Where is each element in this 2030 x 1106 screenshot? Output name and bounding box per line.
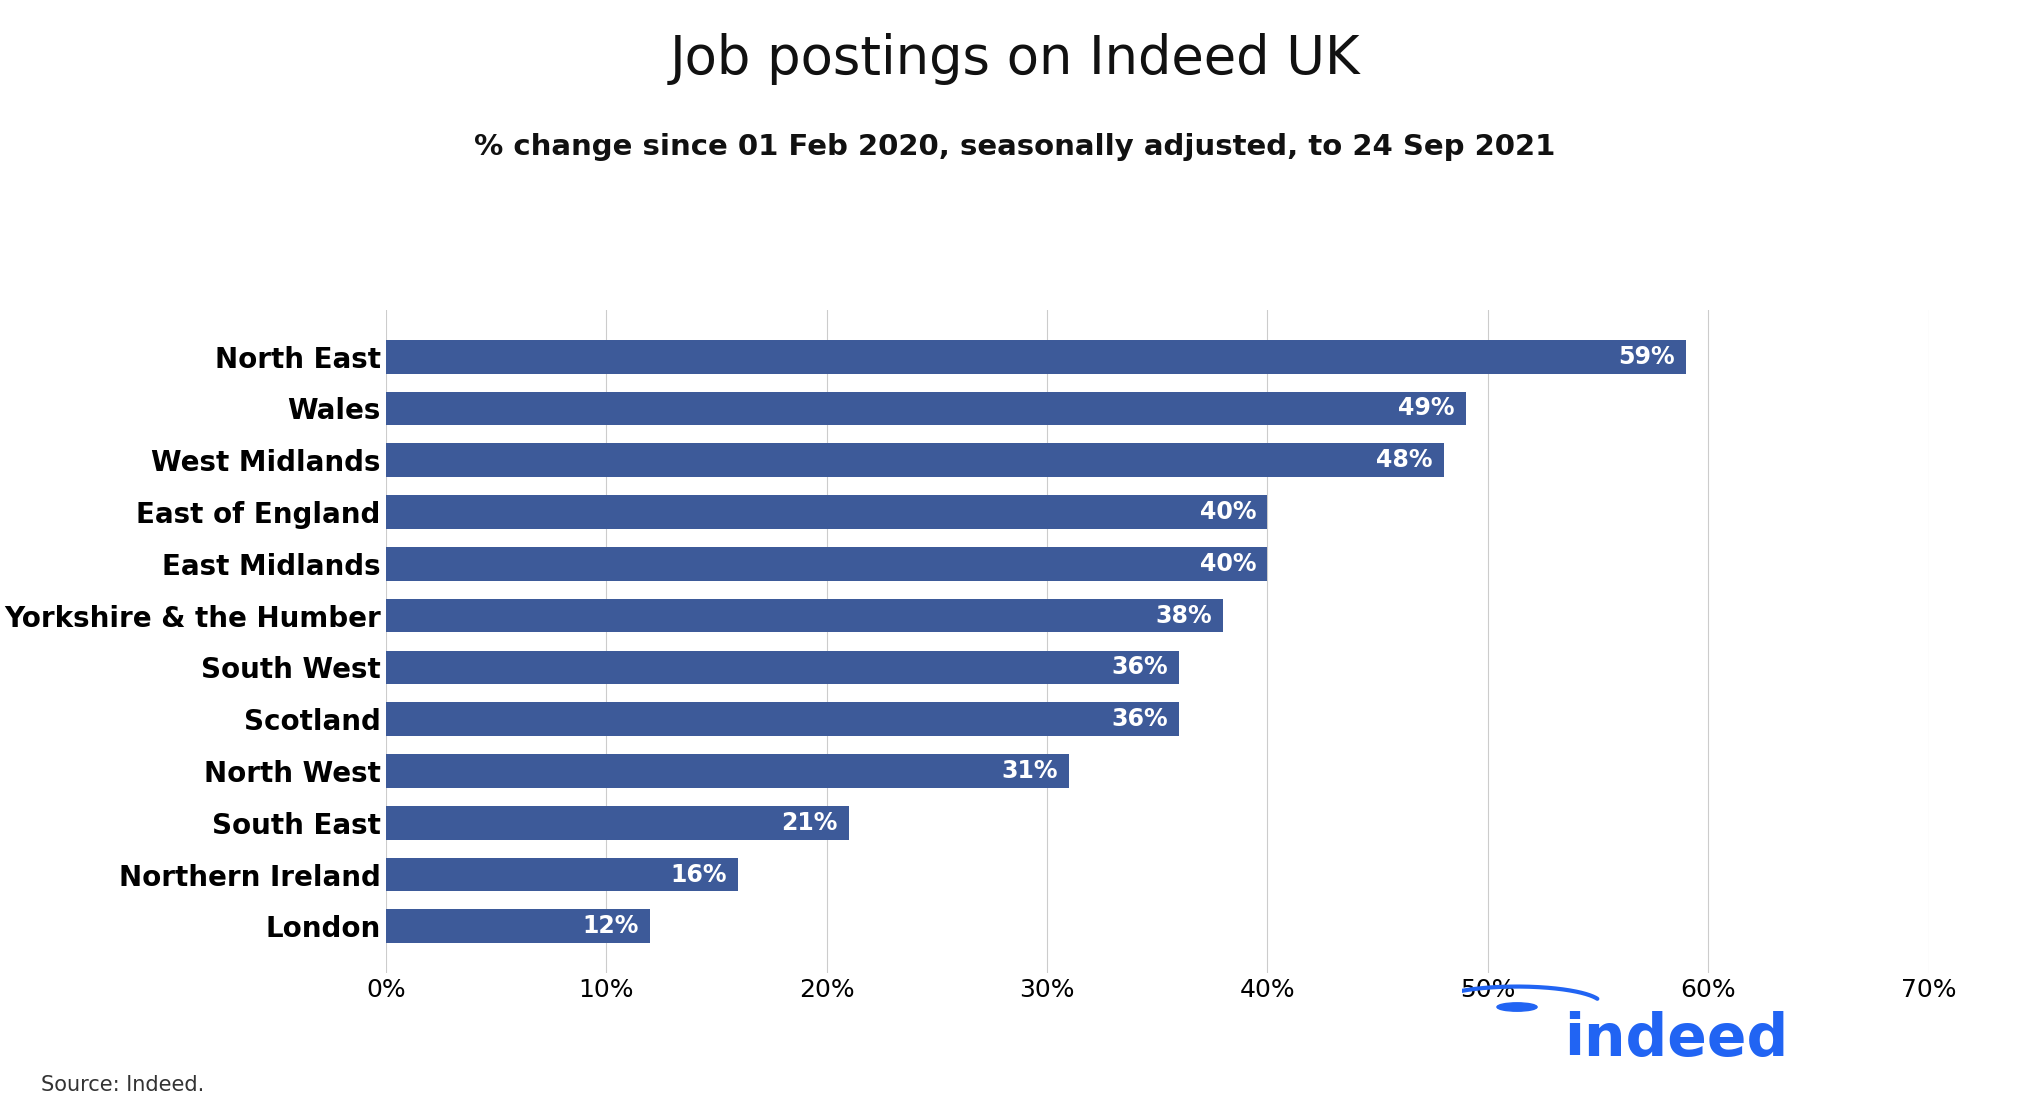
Bar (386, 340, 1687, 374)
Bar (386, 909, 650, 943)
Bar (386, 547, 1267, 581)
Text: 40%: 40% (1200, 500, 1257, 524)
Circle shape (1496, 1003, 1537, 1011)
Bar (386, 444, 1443, 477)
Text: Source: Indeed.: Source: Indeed. (41, 1075, 203, 1095)
Bar (386, 806, 849, 839)
Bar (386, 650, 1179, 685)
Bar (386, 392, 1466, 426)
Text: 59%: 59% (1618, 345, 1675, 368)
Bar (386, 857, 739, 891)
Text: % change since 01 Feb 2020, seasonally adjusted, to 24 Sep 2021: % change since 01 Feb 2020, seasonally a… (475, 133, 1555, 160)
Text: 36%: 36% (1112, 656, 1167, 679)
Text: 12%: 12% (583, 915, 639, 938)
Text: 31%: 31% (1001, 759, 1058, 783)
Bar (386, 702, 1179, 735)
Text: 21%: 21% (782, 811, 838, 835)
Text: 16%: 16% (670, 863, 727, 887)
Text: Job postings on Indeed UK: Job postings on Indeed UK (670, 33, 1360, 85)
Bar (386, 495, 1267, 529)
Text: 36%: 36% (1112, 707, 1167, 731)
Text: 48%: 48% (1376, 448, 1433, 472)
Bar (386, 754, 1070, 787)
Bar (386, 598, 1224, 633)
Text: 49%: 49% (1399, 396, 1456, 420)
Text: 40%: 40% (1200, 552, 1257, 576)
Text: 38%: 38% (1155, 604, 1212, 627)
Text: indeed: indeed (1565, 1011, 1788, 1068)
